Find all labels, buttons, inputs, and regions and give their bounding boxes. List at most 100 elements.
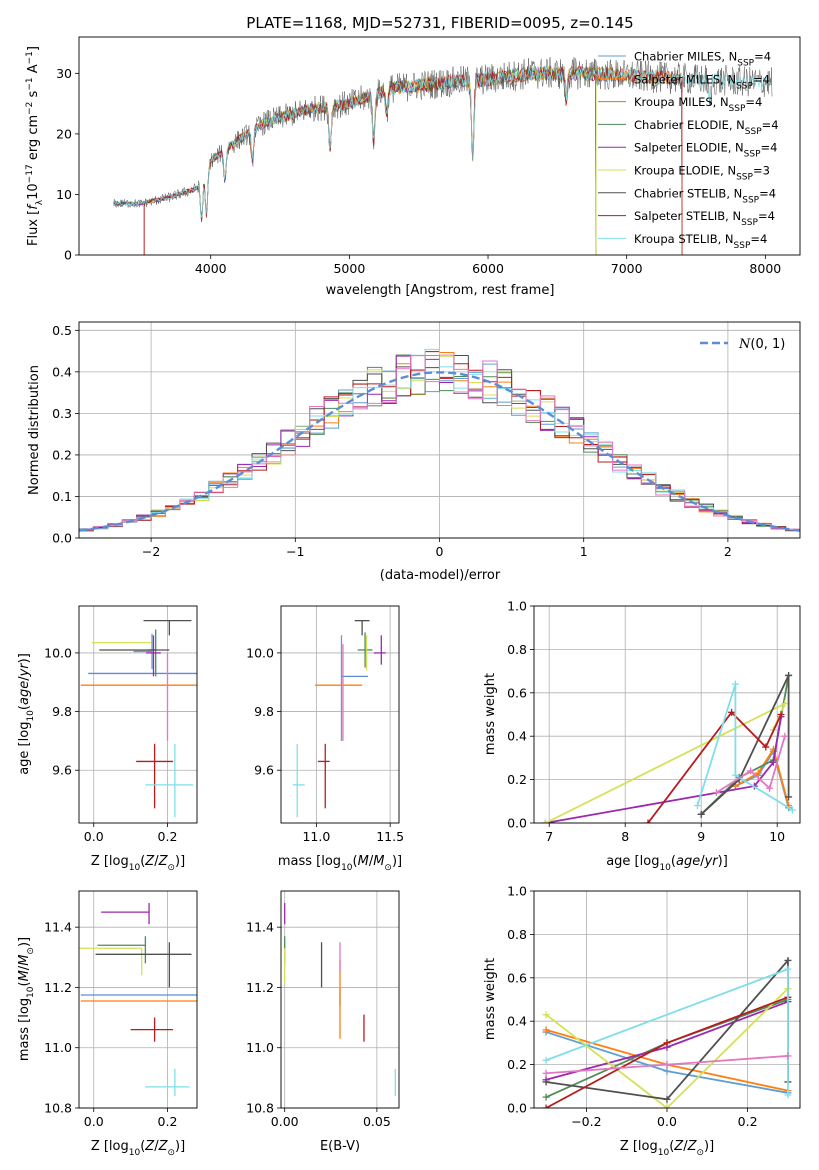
label-part: ⊙ bbox=[26, 947, 36, 955]
label-part: Z bbox=[144, 854, 155, 869]
x-tick-label: 7000 bbox=[611, 261, 643, 276]
label-part: )] bbox=[175, 1139, 185, 1154]
legend-entry: Chabrier MILES, NSSP=4 bbox=[634, 50, 771, 69]
label-part: ( bbox=[671, 854, 676, 869]
label-part: −2 bbox=[25, 102, 35, 115]
label-part: / bbox=[154, 1139, 159, 1154]
axes-frame bbox=[533, 605, 801, 824]
label-part: )] bbox=[17, 937, 32, 947]
x-tick-label: 10 bbox=[769, 829, 785, 844]
spectrum-line bbox=[113, 65, 597, 255]
y-tick-label: 20 bbox=[56, 126, 72, 141]
axes-frame bbox=[78, 321, 801, 539]
weight-marker bbox=[747, 767, 755, 775]
x-tick-label: 0.0 bbox=[84, 829, 104, 844]
y-tick-label: 0.8 bbox=[507, 927, 527, 942]
y-tick-label: 10.8 bbox=[44, 1101, 72, 1116]
weight-marker bbox=[766, 784, 774, 792]
panel-weight-vs-Z: −0.2 0.0 0.20.00.20.40.60.81.0Z [log10(Z/Z… bbox=[483, 884, 801, 1158]
weight-marker bbox=[541, 819, 549, 823]
weight-marker bbox=[542, 1093, 550, 1101]
label-part: / bbox=[154, 854, 159, 869]
weight-marker bbox=[781, 732, 789, 740]
legend-entry: Salpeter STELIB, NSSP=4 bbox=[634, 209, 775, 228]
x-axis-label: Z [log10(Z/Z⊙)] bbox=[620, 1139, 714, 1158]
label-part: Kroupa MILES, N bbox=[634, 95, 729, 109]
weight-marker bbox=[754, 769, 762, 777]
y-axis-label: Normed distribution bbox=[27, 365, 42, 495]
y-tick-label: 9.6 bbox=[254, 763, 274, 778]
label-part: SSP bbox=[741, 218, 758, 228]
axes-frame bbox=[533, 890, 801, 1109]
x-tick-label: 11.5 bbox=[376, 829, 404, 844]
label-part: N bbox=[738, 337, 751, 352]
label-part: SSP bbox=[737, 59, 754, 69]
y-axis-label-text: mass [log10(M/M⊙)] bbox=[17, 937, 36, 1061]
error-point bbox=[373, 635, 386, 665]
label-part: Salpeter ELODIE, N bbox=[634, 141, 744, 155]
weight-marker bbox=[542, 1011, 550, 1019]
label-part: Kroupa ELODIE, N bbox=[634, 164, 736, 178]
y-axis-label: mass [log10(M/M⊙)] bbox=[17, 937, 36, 1061]
label-part: )] bbox=[392, 854, 402, 869]
x-tick-label: 0 bbox=[436, 544, 444, 559]
y-tick-label: 0.2 bbox=[52, 447, 72, 462]
label-part: / bbox=[17, 965, 32, 970]
x-axis-label: Z [log10(Z/Z⊙)] bbox=[91, 854, 185, 873]
weight-marker bbox=[731, 680, 739, 688]
weight-marker bbox=[663, 1067, 671, 1075]
spectrum-line bbox=[113, 65, 683, 255]
label-part: =4 bbox=[758, 209, 775, 223]
label-part: λ bbox=[35, 199, 45, 205]
label-part: 10 bbox=[658, 1148, 670, 1158]
panel-age-vs-Z: 0.0 0.29.69.810.0Z [log10(Z/Z⊙)]age [log1… bbox=[17, 605, 198, 873]
label-part: 10 bbox=[129, 1148, 141, 1158]
label-part: Kroupa STELIB, N bbox=[634, 232, 734, 246]
label-part: age bbox=[676, 854, 700, 869]
weight-line bbox=[696, 683, 793, 811]
legend-entry: N(0, 1) bbox=[738, 337, 785, 352]
label-part: M bbox=[17, 970, 32, 981]
legend-entry: Salpeter ELODIE, NSSP=4 bbox=[634, 141, 777, 160]
label-part: Chabrier MILES, N bbox=[634, 50, 737, 64]
y-axis-label: mass weight bbox=[483, 958, 498, 1040]
label-part: =4 bbox=[753, 72, 770, 86]
label-part: =4 bbox=[762, 118, 779, 132]
y-tick-label: 0.0 bbox=[507, 1101, 527, 1116]
y-tick-label: 11.0 bbox=[246, 1040, 274, 1055]
label-part: 10 bbox=[26, 710, 36, 722]
label-part: f bbox=[26, 203, 41, 210]
label-part: M bbox=[373, 854, 384, 869]
error-point bbox=[145, 743, 194, 818]
label-part: =3 bbox=[753, 164, 770, 178]
y-tick-label: 0.5 bbox=[52, 323, 72, 338]
y-tick-label: 0.2 bbox=[507, 772, 527, 787]
weight-marker bbox=[762, 743, 770, 751]
histogram-series bbox=[79, 354, 800, 538]
panel-residuals: −2 −1 0 1 2 0.0 0.1 0.2 0.3 0.4 0.5 N(0, 1) (data-mo… bbox=[27, 321, 801, 583]
y-tick-label: 0.8 bbox=[507, 642, 527, 657]
x-tick-label: 2 bbox=[724, 544, 732, 559]
x-tick-label: 5000 bbox=[333, 261, 365, 276]
axes-frame bbox=[280, 605, 400, 824]
y-tick-label: 11.4 bbox=[44, 920, 72, 935]
y-tick-label: 11.0 bbox=[44, 1040, 72, 1055]
weight-marker bbox=[542, 1056, 550, 1064]
y-tick-label: 0.4 bbox=[52, 364, 72, 379]
label-part: ⊙ bbox=[167, 863, 175, 873]
label-part: 10 bbox=[26, 183, 41, 200]
label-part: Z [log bbox=[91, 1139, 129, 1154]
label-part: =4 bbox=[761, 141, 778, 155]
label-part: Salpeter MILES, N bbox=[634, 72, 736, 86]
y-tick-label: 0.6 bbox=[507, 685, 527, 700]
y-tick-label: 0.2 bbox=[507, 1057, 527, 1072]
label-part: / bbox=[17, 676, 32, 681]
label-part: 10 bbox=[129, 863, 141, 873]
y-tick-label: 10.0 bbox=[246, 645, 274, 660]
label-part: Salpeter STELIB, N bbox=[634, 209, 741, 223]
y-tick-label: 0.4 bbox=[507, 1014, 527, 1029]
label-part: erg cm bbox=[26, 115, 41, 164]
error-point bbox=[79, 947, 143, 976]
